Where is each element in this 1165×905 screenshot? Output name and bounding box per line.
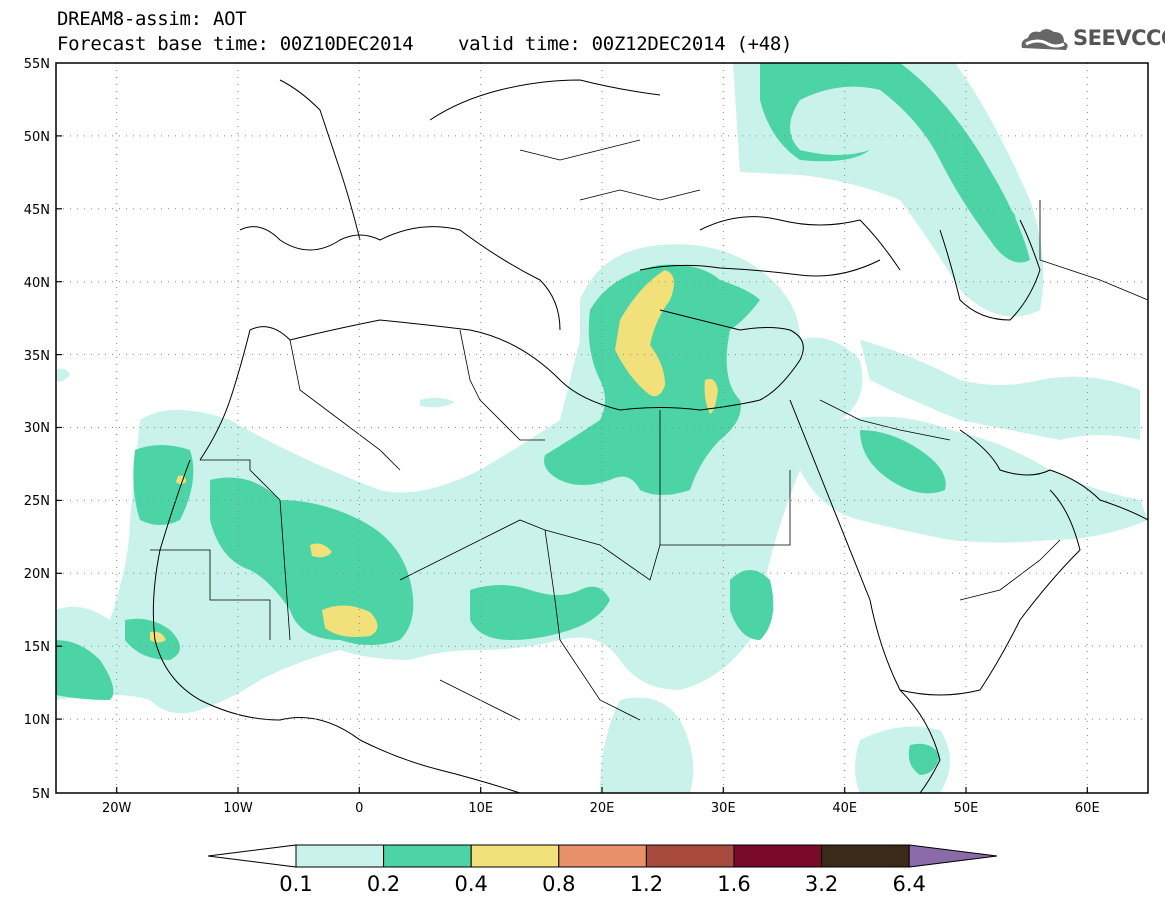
colorbar-swatch-3 — [470, 844, 560, 868]
colorbar-swatch-7 — [821, 844, 910, 868]
colorbar-label: 0.1 — [279, 872, 312, 896]
lat-label: 30N — [24, 421, 50, 436]
lon-label: 0 — [355, 801, 363, 816]
colorbar-over-arrow — [908, 844, 998, 868]
lat-label: 15N — [24, 640, 50, 655]
colorbar-swatch-1 — [295, 844, 385, 868]
lat-label: 10N — [24, 713, 50, 728]
colorbar-label: 1.2 — [630, 872, 663, 896]
cloud-icon — [1021, 29, 1068, 50]
lat-label: 35N — [24, 349, 50, 364]
colorbar-label: 0.2 — [367, 872, 400, 896]
grid — [56, 63, 1148, 793]
lon-labels: 20W 10W 0 10E 20E 30E 40E 50E 60E — [102, 801, 1100, 816]
logo-text: SEEVCCC — [1073, 26, 1165, 50]
colorbar-swatch-6 — [733, 844, 823, 868]
colorbar-label: 6.4 — [892, 872, 925, 896]
lon-label: 20W — [102, 801, 132, 816]
colorbar-label: 0.8 — [542, 872, 575, 896]
colorbar: 0.1 0.2 0.4 0.8 1.2 1.6 3.2 6.4 — [207, 844, 998, 896]
colorbar-label: 1.6 — [717, 872, 750, 896]
lat-label: 5N — [32, 787, 50, 802]
colorbar-swatch-4 — [558, 844, 647, 868]
aot-field-0.4 — [150, 270, 718, 643]
lon-label: 40E — [832, 801, 857, 816]
colorbar-swatch-2 — [383, 844, 472, 868]
lat-labels: 55N 50N 45N 40N 35N 30N 25N 20N 15N 10N … — [24, 57, 50, 802]
lon-label: 50E — [954, 801, 979, 816]
map-plot-area — [56, 63, 1148, 793]
lat-label: 50N — [24, 130, 50, 145]
lon-label: 60E — [1075, 801, 1100, 816]
borders — [150, 139, 1148, 721]
lat-label: 55N — [24, 57, 50, 72]
colorbar-under-arrow — [207, 844, 297, 868]
coastlines — [152, 79, 1148, 793]
lat-label: 45N — [24, 203, 50, 218]
colorbar-label: 3.2 — [805, 872, 838, 896]
lat-label: 20N — [24, 567, 50, 582]
lon-label: 20E — [590, 801, 615, 816]
lat-label: 25N — [24, 494, 50, 509]
aot-field-0.2 — [56, 63, 1030, 775]
lat-label: 40N — [24, 276, 50, 291]
chart-subtitle: Forecast base time: 00Z10DEC2014 valid t… — [57, 33, 793, 55]
lon-label: 10E — [468, 801, 493, 816]
colorbar-swatch-5 — [645, 844, 735, 868]
lon-label: 10W — [223, 801, 253, 816]
chart-title: DREAM8-assim: AOT — [57, 8, 247, 30]
ticks — [56, 135, 1088, 793]
colorbar-label: 0.4 — [454, 872, 487, 896]
lon-label: 30E — [711, 801, 736, 816]
